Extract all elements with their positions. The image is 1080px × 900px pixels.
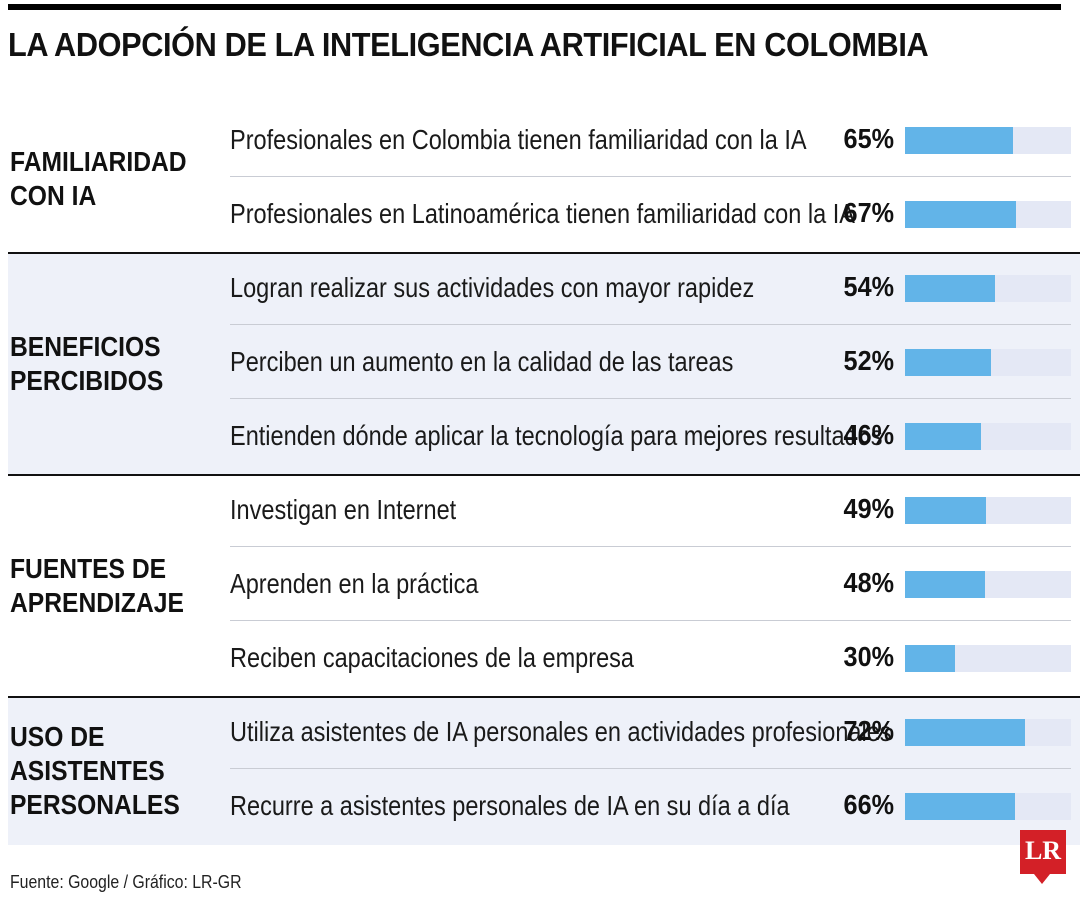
bar	[905, 423, 982, 450]
bar-value-label: 46%	[843, 419, 894, 450]
bar	[905, 275, 995, 302]
bar-value-label: 30%	[843, 641, 894, 672]
bar-track	[905, 645, 1071, 672]
group-separator	[8, 474, 1080, 476]
bar	[905, 719, 1025, 746]
bar-track	[905, 719, 1071, 746]
bar	[905, 201, 1017, 228]
bar-track	[905, 275, 1071, 302]
row-divider	[230, 620, 1071, 621]
bar-row: Recurre a asistentes personales de IA en…	[0, 771, 1080, 843]
bar-label: Logran realizar sus actividades con mayo…	[230, 272, 755, 303]
bar-row: Profesionales en Colombia tienen familia…	[0, 105, 1080, 177]
bar-value-label: 54%	[843, 271, 894, 302]
bar-label: Entienden dónde aplicar la tecnología pa…	[230, 420, 883, 451]
logo-tail	[1034, 874, 1050, 884]
bar	[905, 349, 992, 376]
bar	[905, 793, 1015, 820]
bar-row: Entienden dónde aplicar la tecnología pa…	[0, 401, 1080, 473]
group-separator	[8, 252, 1080, 254]
bar	[905, 571, 985, 598]
bar-row: Logran realizar sus actividades con mayo…	[0, 253, 1080, 325]
group-separator	[8, 696, 1080, 698]
group-shade	[8, 697, 1080, 845]
bar-value-label: 49%	[843, 493, 894, 524]
bar-track	[905, 571, 1071, 598]
bar-track	[905, 423, 1071, 450]
group-shade	[8, 253, 1080, 475]
bar-row: Reciben capacitaciones de la empresa 30%	[0, 623, 1080, 695]
group-label: USO DE ASISTENTES PERSONALES	[10, 721, 180, 820]
group-label: BENEFICIOS PERCIBIDOS	[10, 331, 164, 396]
bar-label: Profesionales en Latinoamérica tienen fa…	[230, 198, 855, 229]
row-divider	[230, 324, 1071, 325]
bar-row: Perciben un aumento en la calidad de las…	[0, 327, 1080, 399]
bar-row: Investigan en Internet 49%	[0, 475, 1080, 547]
logo-text: LR	[1024, 836, 1062, 865]
bar-value-label: 67%	[843, 197, 894, 228]
bar-label: Reciben capacitaciones de la empresa	[230, 642, 635, 673]
bar-row: Profesionales en Latinoamérica tienen fa…	[0, 179, 1080, 251]
bar-value-label: 66%	[843, 789, 894, 820]
bar-label: Recurre a asistentes personales de IA en…	[230, 790, 790, 821]
bar	[905, 127, 1013, 154]
bar	[905, 497, 987, 524]
row-divider	[230, 546, 1071, 547]
bar-label: Aprenden en la práctica	[230, 568, 479, 599]
bar-track	[905, 127, 1071, 154]
bar-value-label: 72%	[843, 715, 894, 746]
group-label: FUENTES DE APRENDIZAJE	[10, 553, 184, 618]
bar-value-label: 48%	[843, 567, 894, 598]
bar-label: Investigan en Internet	[230, 494, 457, 525]
logo-box	[1020, 830, 1066, 874]
bar-value-label: 65%	[843, 123, 894, 154]
bar-track	[905, 201, 1071, 228]
bar-label: Utiliza asistentes de IA personales en a…	[230, 716, 892, 747]
bar	[905, 645, 955, 672]
bar-row: Utiliza asistentes de IA personales en a…	[0, 697, 1080, 769]
row-divider	[230, 176, 1071, 177]
bar-track	[905, 497, 1071, 524]
bar-track	[905, 349, 1071, 376]
top-rule	[8, 4, 1061, 10]
bar-label: Profesionales en Colombia tienen familia…	[230, 124, 807, 155]
row-divider	[230, 398, 1071, 399]
chart-title: LA ADOPCIÓN DE LA INTELIGENCIA ARTIFICIA…	[8, 26, 929, 63]
bar-value-label: 52%	[843, 345, 894, 376]
bar-row: Aprenden en la práctica 48%	[0, 549, 1080, 621]
bar-label: Perciben un aumento en la calidad de las…	[230, 346, 734, 377]
row-divider	[230, 768, 1071, 769]
lr-logo: LR	[1020, 830, 1066, 884]
source-note: Fuente: Google / Gráfico: LR-GR	[10, 872, 242, 892]
bar-track	[905, 793, 1071, 820]
group-label: FAMILIARIDAD CON IA	[10, 146, 187, 211]
